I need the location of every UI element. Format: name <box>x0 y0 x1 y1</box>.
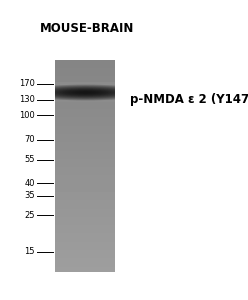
Text: 170: 170 <box>19 80 35 88</box>
Text: 55: 55 <box>25 155 35 164</box>
Text: MOUSE-BRAIN: MOUSE-BRAIN <box>40 22 134 34</box>
Text: p-NMDA ε 2 (Y1474): p-NMDA ε 2 (Y1474) <box>130 94 248 106</box>
Text: 25: 25 <box>25 211 35 220</box>
Text: 35: 35 <box>24 191 35 200</box>
Text: 15: 15 <box>25 248 35 256</box>
Text: 70: 70 <box>24 136 35 145</box>
Text: 40: 40 <box>25 178 35 188</box>
Text: 100: 100 <box>19 110 35 119</box>
Text: 130: 130 <box>19 95 35 104</box>
